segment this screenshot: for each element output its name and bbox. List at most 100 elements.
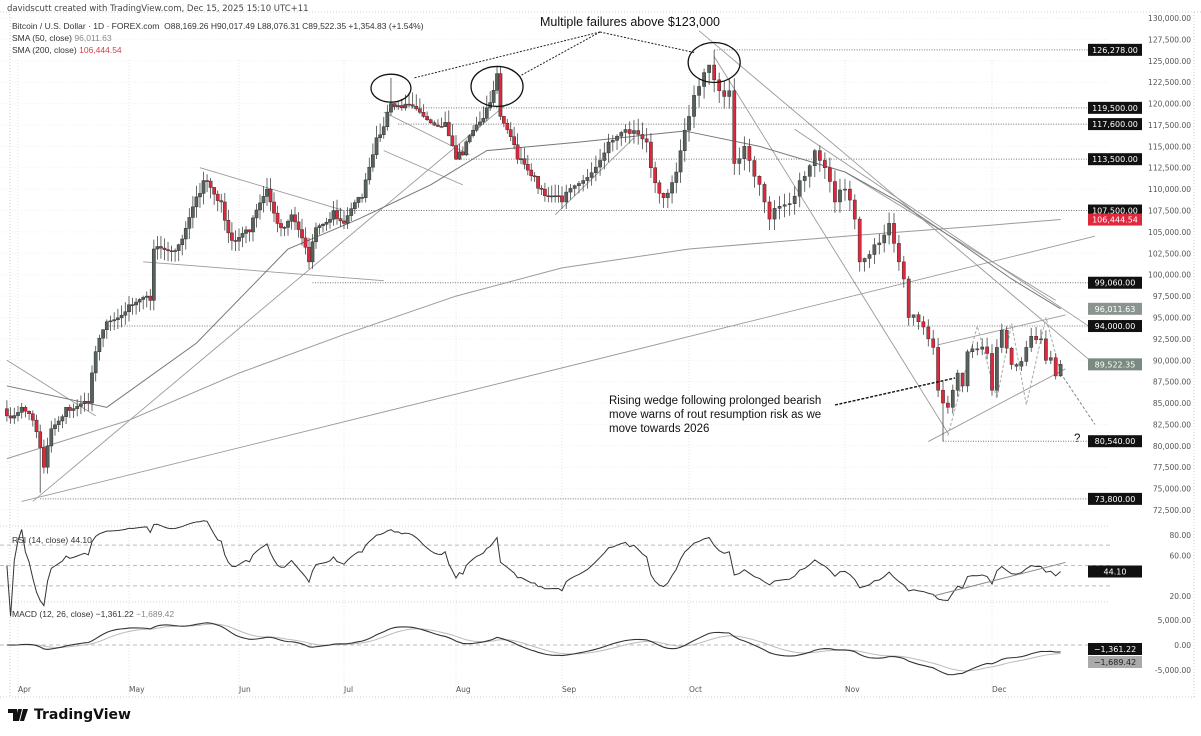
candle-body [374, 137, 379, 155]
candle-body [460, 151, 465, 156]
macd-legend[interactable]: MACD (12, 26, close) −1,361.22 −1,689.42 [12, 609, 174, 619]
candle-body [321, 223, 325, 226]
candle-body [338, 218, 343, 222]
candle-body [727, 90, 732, 97]
candle-body [665, 192, 670, 198]
candle-body [543, 188, 547, 196]
level-price-label: 99,060.00 [1095, 279, 1136, 288]
last-price-label-bg [1088, 358, 1142, 371]
candle-body [176, 244, 181, 251]
candle-body [345, 215, 350, 224]
x-tick-label: Dec [992, 685, 1007, 694]
level-price-label-bg [1088, 320, 1142, 333]
y-tick-label: 115,000.00 [1148, 142, 1191, 151]
rsi-trendline [933, 561, 1066, 597]
y-tick-label: 77,500.00 [1153, 463, 1191, 472]
candle-body [75, 406, 80, 409]
sma50-value: 96,011.63 [74, 33, 112, 43]
candle-body [335, 210, 339, 219]
candle-body [407, 103, 411, 106]
candle-body [436, 124, 440, 127]
candle-body [342, 220, 346, 224]
macd-label: MACD (12, 26, close) [12, 609, 94, 619]
sma50-price-label: 96,011.63 [1095, 305, 1136, 314]
annotation-arrow [518, 31, 601, 77]
candle-body [159, 246, 163, 249]
sma50-line [6, 130, 1061, 408]
trendline [713, 56, 949, 434]
macd-tick-label: -5,000.00 [1155, 666, 1191, 675]
y-tick-label: 72,500.00 [1153, 506, 1191, 515]
candle-body [627, 129, 632, 134]
candle-body [610, 140, 615, 143]
candle-body [712, 64, 717, 81]
candle-body [381, 126, 386, 136]
candle-body [838, 189, 842, 203]
level-price-label: 94,000.00 [1095, 322, 1136, 331]
candle-body [90, 372, 94, 404]
candle-body [505, 122, 510, 130]
sma50-legend[interactable]: SMA (50, close) 96,011.63 [12, 33, 112, 43]
candle-body [585, 177, 590, 181]
candle-body [49, 428, 54, 447]
rsi-legend[interactable]: RSI (14, close) 44.10 [12, 535, 92, 545]
candle-body [1004, 330, 1009, 349]
candle-body [975, 348, 980, 351]
candle-body [484, 107, 489, 119]
candle-body [180, 238, 185, 245]
candle-body [999, 330, 1004, 348]
candle-body [123, 311, 128, 316]
candle-body [286, 221, 290, 228]
candle-body [589, 172, 594, 178]
candle-body [12, 415, 17, 419]
candle-body [833, 181, 837, 203]
candle-body [244, 229, 248, 234]
candle-body [93, 351, 98, 374]
candle-body [653, 167, 657, 184]
symbol-title[interactable]: Bitcoin / U.S. Dollar · 1D · FOREX.com [12, 21, 160, 31]
macd-value: −1,361.22 [95, 609, 134, 619]
rsi-tick-label: 20.00 [1170, 592, 1192, 601]
candle-body [432, 122, 437, 126]
candle-body [598, 160, 602, 168]
candle-body [314, 227, 318, 243]
y-tick-label: 95,000.00 [1153, 313, 1191, 322]
candle-body [162, 247, 167, 250]
candle-body [702, 72, 706, 87]
x-tick-label: Oct [689, 685, 702, 694]
candle-body [1029, 336, 1034, 348]
candle-body [1058, 364, 1063, 377]
candle-body [293, 214, 297, 223]
candle-body [757, 176, 762, 185]
macd-signal-value-label-bg [1088, 656, 1142, 668]
y-tick-label: 100,000.00 [1148, 271, 1191, 280]
tradingview-logo[interactable]: TradingView [8, 707, 131, 723]
candle-body [101, 329, 105, 339]
sma200-price-label-bg [1088, 213, 1142, 226]
candle-body [16, 412, 20, 416]
candle-body [349, 208, 354, 216]
y-tick-label: 87,500.00 [1153, 378, 1191, 387]
candle-body [807, 165, 812, 177]
candle-body [443, 122, 448, 127]
candle-body [594, 166, 598, 173]
candle-body [782, 204, 787, 207]
level-price-label-bg [1088, 435, 1142, 448]
candle-body [732, 90, 737, 164]
candle-body [258, 202, 262, 211]
candle-body [363, 179, 368, 198]
candle-body [56, 420, 61, 426]
candle-body [661, 193, 666, 198]
x-tick-label: Nov [845, 685, 860, 694]
candle-body [1053, 357, 1058, 377]
candle-body [471, 129, 475, 136]
candle-body [1019, 361, 1024, 367]
failure-ellipse [687, 41, 741, 84]
sma200-legend[interactable]: SMA (200, close) 106,444.54 [12, 45, 122, 55]
candle-body [848, 188, 852, 201]
candle-body [439, 126, 444, 128]
candle-body [265, 188, 269, 197]
macd-tick-label: 5,000.00 [1158, 616, 1192, 625]
candle-body [275, 212, 280, 224]
